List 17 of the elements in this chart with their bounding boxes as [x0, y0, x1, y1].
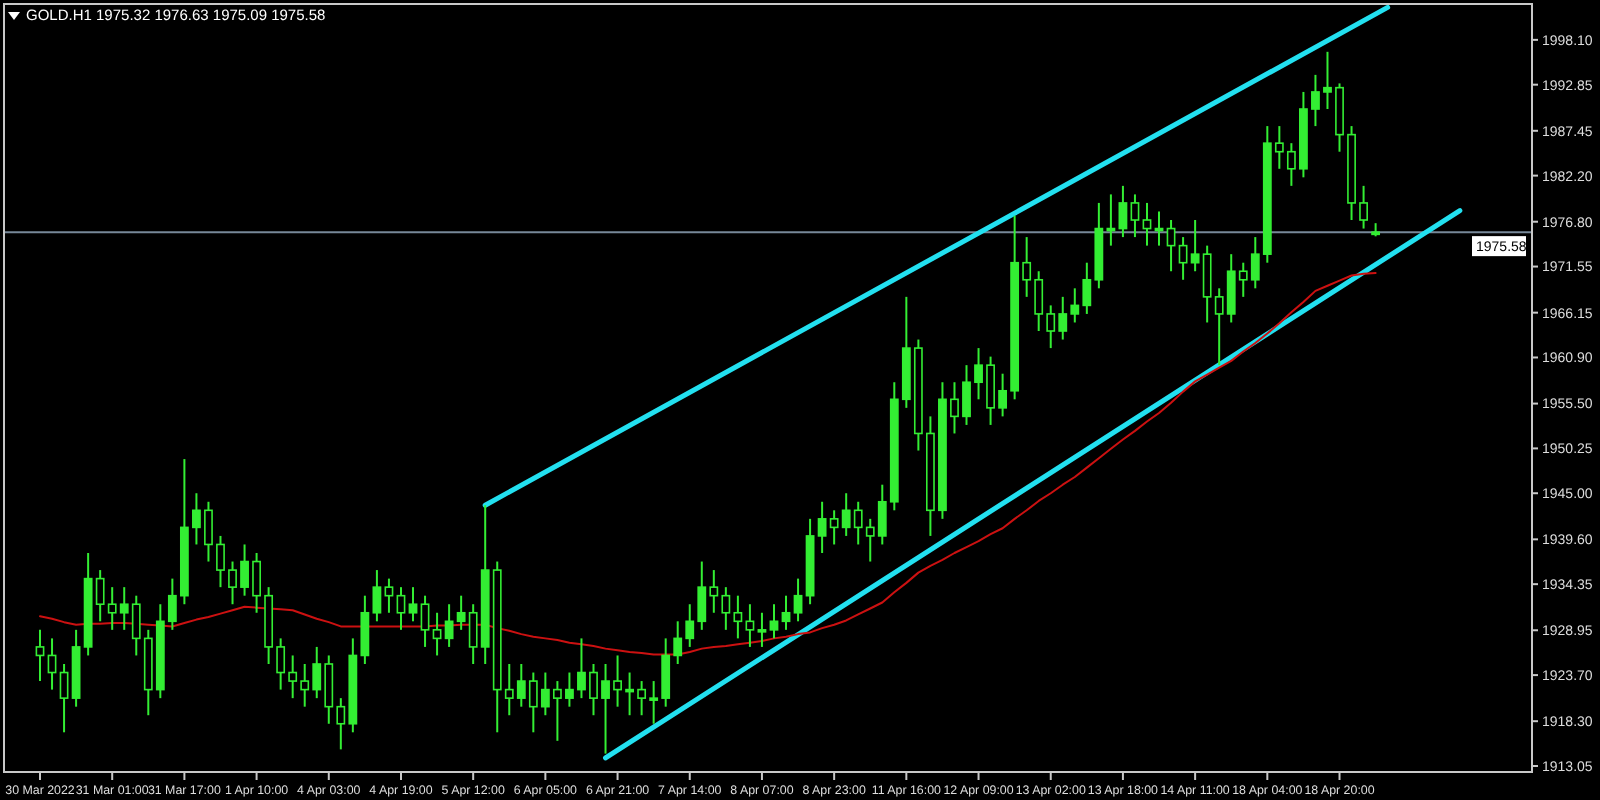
candlestick	[35, 628, 45, 683]
candlestick	[1130, 193, 1140, 239]
candlestick	[408, 586, 418, 623]
candlestick	[1178, 236, 1188, 281]
candlestick	[372, 569, 382, 623]
candlestick	[384, 577, 394, 614]
candlestick	[745, 603, 755, 648]
candlestick	[59, 662, 69, 734]
candlestick	[396, 586, 406, 631]
candlestick	[793, 577, 803, 623]
candlestick	[420, 594, 430, 648]
candlestick	[1142, 201, 1152, 247]
candlestick	[1118, 184, 1128, 239]
candlestick	[769, 603, 779, 640]
candlestick	[757, 611, 767, 648]
candlestick	[432, 611, 442, 657]
candlestick	[781, 594, 791, 631]
